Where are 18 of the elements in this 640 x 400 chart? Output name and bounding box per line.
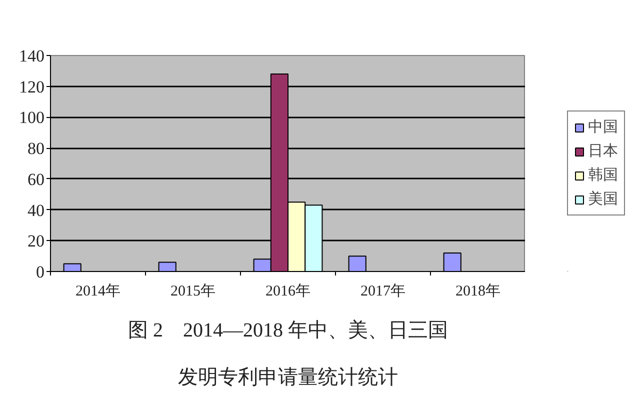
y-tick-label: 20 [28,232,44,251]
chart-title: 图 2 2014—2018 年中、美、日三国发明专利申请量统计统计 [128,320,448,388]
y-tick-label: 120 [19,77,44,96]
y-tick-label: 40 [28,200,44,220]
x-tick-label: 2018年 [456,282,500,300]
y-tick-label: 0 [36,262,44,282]
x-tick-label: 2017年 [360,282,406,300]
legend-label: 日本 [588,142,618,160]
x-tick-label: 2014年 [76,282,120,300]
y-tick-label: 140 [19,46,44,66]
y-tick-label: 80 [28,139,44,158]
legend-label: 中国 [588,118,618,136]
y-tick-label: 60 [28,170,44,189]
legend-label: 韩国 [588,166,618,184]
x-tick-label: 2015年 [170,282,216,300]
legend-label: 美国 [588,190,618,208]
x-tick-label: 2016年 [266,282,310,300]
y-tick-label: 100 [19,108,44,128]
